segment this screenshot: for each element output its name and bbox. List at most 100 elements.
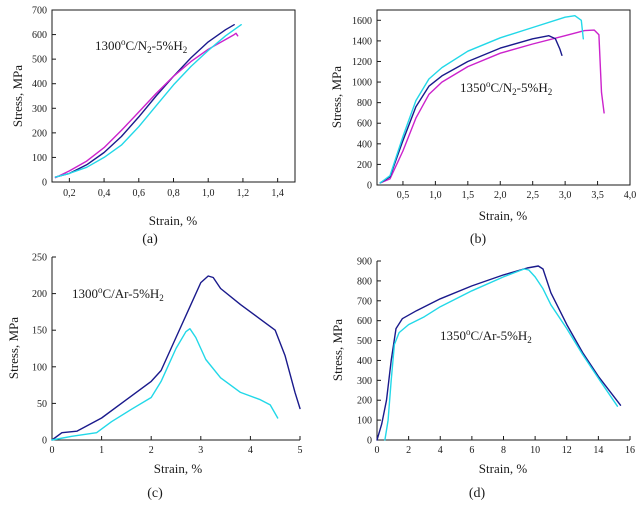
chart-panel-d: 0 2 4 6 8 10 12 14 16 0 100 200 300 400 500 600 700 800 90… [330,257,635,502]
x-tick-label: 1 [99,445,104,456]
annotation-sup: o [121,37,126,47]
y-tick-label: 400 [32,79,47,90]
panel-label: (d) [469,486,486,501]
y-tick-label: 1200 [352,57,372,68]
y-tick-label: 200 [32,289,47,300]
series-line-specimen-navy [54,24,235,178]
annotation-base: 1300 [95,38,121,53]
y-tick-label: 200 [357,396,372,407]
x-tick-label: 3,0 [559,190,572,201]
series-line-specimen-navy [51,275,301,441]
x-tick-label: 1,0 [429,190,442,201]
annotation-mid: C/N [126,38,148,53]
x-tick-label: 0 [375,445,380,456]
y-axis-title: Stress, MPa [329,66,344,128]
y-tick-label: 150 [32,326,47,337]
y-tick-label: 800 [357,276,372,287]
x-tick-label: 3 [198,445,203,456]
x-tick-label: 0 [50,445,55,456]
annotation-base: 1350 [440,328,466,343]
annotation-sub1: 2 [527,335,532,345]
y-tick-label: 300 [32,104,47,115]
annotation-sub2: 2 [183,45,188,55]
annotation-sub1: 2 [159,293,164,303]
x-tick-label: 16 [625,445,635,456]
y-tick-label: 1000 [352,78,372,89]
series-line-specimen-navy [379,35,563,184]
y-tick-label: 0 [367,436,372,447]
x-tick-label: 1,0 [202,188,215,199]
panel-label: (c) [147,486,163,501]
annotation-rest: -5%H [152,38,183,53]
x-axis-title: Strain, % [154,461,203,476]
y-tick-label: 100 [32,362,47,373]
x-tick-label: 1,4 [271,188,284,199]
y-tick-label: 200 [357,160,372,171]
y-tick-label: 400 [357,356,372,367]
x-tick-label: 1,5 [462,190,475,201]
x-tick-label: 4 [248,445,253,456]
x-tick-label: 0,5 [397,190,410,201]
y-tick-label: 800 [357,98,372,109]
y-tick-label: 500 [32,55,47,66]
y-tick-label: 900 [357,257,372,268]
y-tick-label: 0 [42,436,47,447]
x-tick-label: 2,5 [526,190,539,201]
condition-annotation: 1300oC/Ar-5%H2 [72,285,164,303]
x-axis-title: Strain, % [479,208,528,223]
series-line-specimen-navy [376,265,622,441]
annotation-sub1: 2 [512,87,517,97]
x-tick-label: 2 [406,445,411,456]
annotation-mid: C/Ar-5%H [471,328,528,343]
y-tick-label: 500 [357,336,372,347]
condition-annotation: 1350oC/N2-5%H2 [460,79,552,97]
y-tick-label: 700 [32,6,47,17]
y-tick-label: 50 [37,399,47,410]
y-tick-label: 0 [42,178,47,189]
y-tick-label: 400 [357,139,372,150]
x-tick-label: 10 [530,445,540,456]
series-line-specimen-cyan [379,14,584,184]
y-tick-label: 200 [32,128,47,139]
y-tick-label: 1600 [352,16,372,27]
annotation-sup: o [486,79,491,89]
series-line-specimen-cyan [384,268,619,441]
x-tick-label: 4,0 [624,190,637,201]
chart-panel-a: 0,2 0,4 0,6 0,8 1,0 1,2 1,4 0 100 200 300 400 500 600… [10,6,296,247]
x-axis-title: Strain, % [479,461,528,476]
plot-frame [51,9,296,183]
condition-annotation: 1350oC/Ar-5%H2 [440,327,532,345]
y-tick-label: 100 [357,416,372,427]
x-tick-label: 0,2 [63,188,76,199]
y-tick-label: 100 [32,153,47,164]
y-tick-label: 600 [357,119,372,130]
series-line-specimen-cyan [54,24,242,178]
x-tick-label: 0,6 [133,188,146,199]
series-line-specimen-magenta [379,29,605,184]
annotation-mid: C/Ar-5%H [103,286,160,301]
y-tick-label: 600 [32,30,47,41]
annotation-sub1: 2 [147,45,152,55]
condition-annotation: 1300oC/N2-5%H2 [95,37,187,55]
x-tick-label: 14 [593,445,603,456]
x-tick-label: 0,8 [167,188,180,199]
annotation-base: 1300 [72,286,98,301]
y-tick-label: 0 [367,181,372,192]
series-line-specimen-cyan [51,328,279,441]
x-tick-label: 1,2 [237,188,250,199]
x-tick-label: 8 [501,445,506,456]
panel-label: (b) [470,232,487,247]
y-tick-label: 700 [357,296,372,307]
series-line-specimen-magenta [54,32,239,179]
x-tick-label: 3,5 [591,190,604,201]
y-tick-label: 250 [32,253,47,264]
y-tick-label: 600 [357,316,372,327]
x-tick-label: 0,4 [98,188,111,199]
x-tick-label: 2 [149,445,154,456]
x-tick-label: 2,0 [494,190,507,201]
y-tick-label: 1400 [352,36,372,47]
x-tick-label: 12 [562,445,572,456]
x-tick-label: 6 [469,445,474,456]
